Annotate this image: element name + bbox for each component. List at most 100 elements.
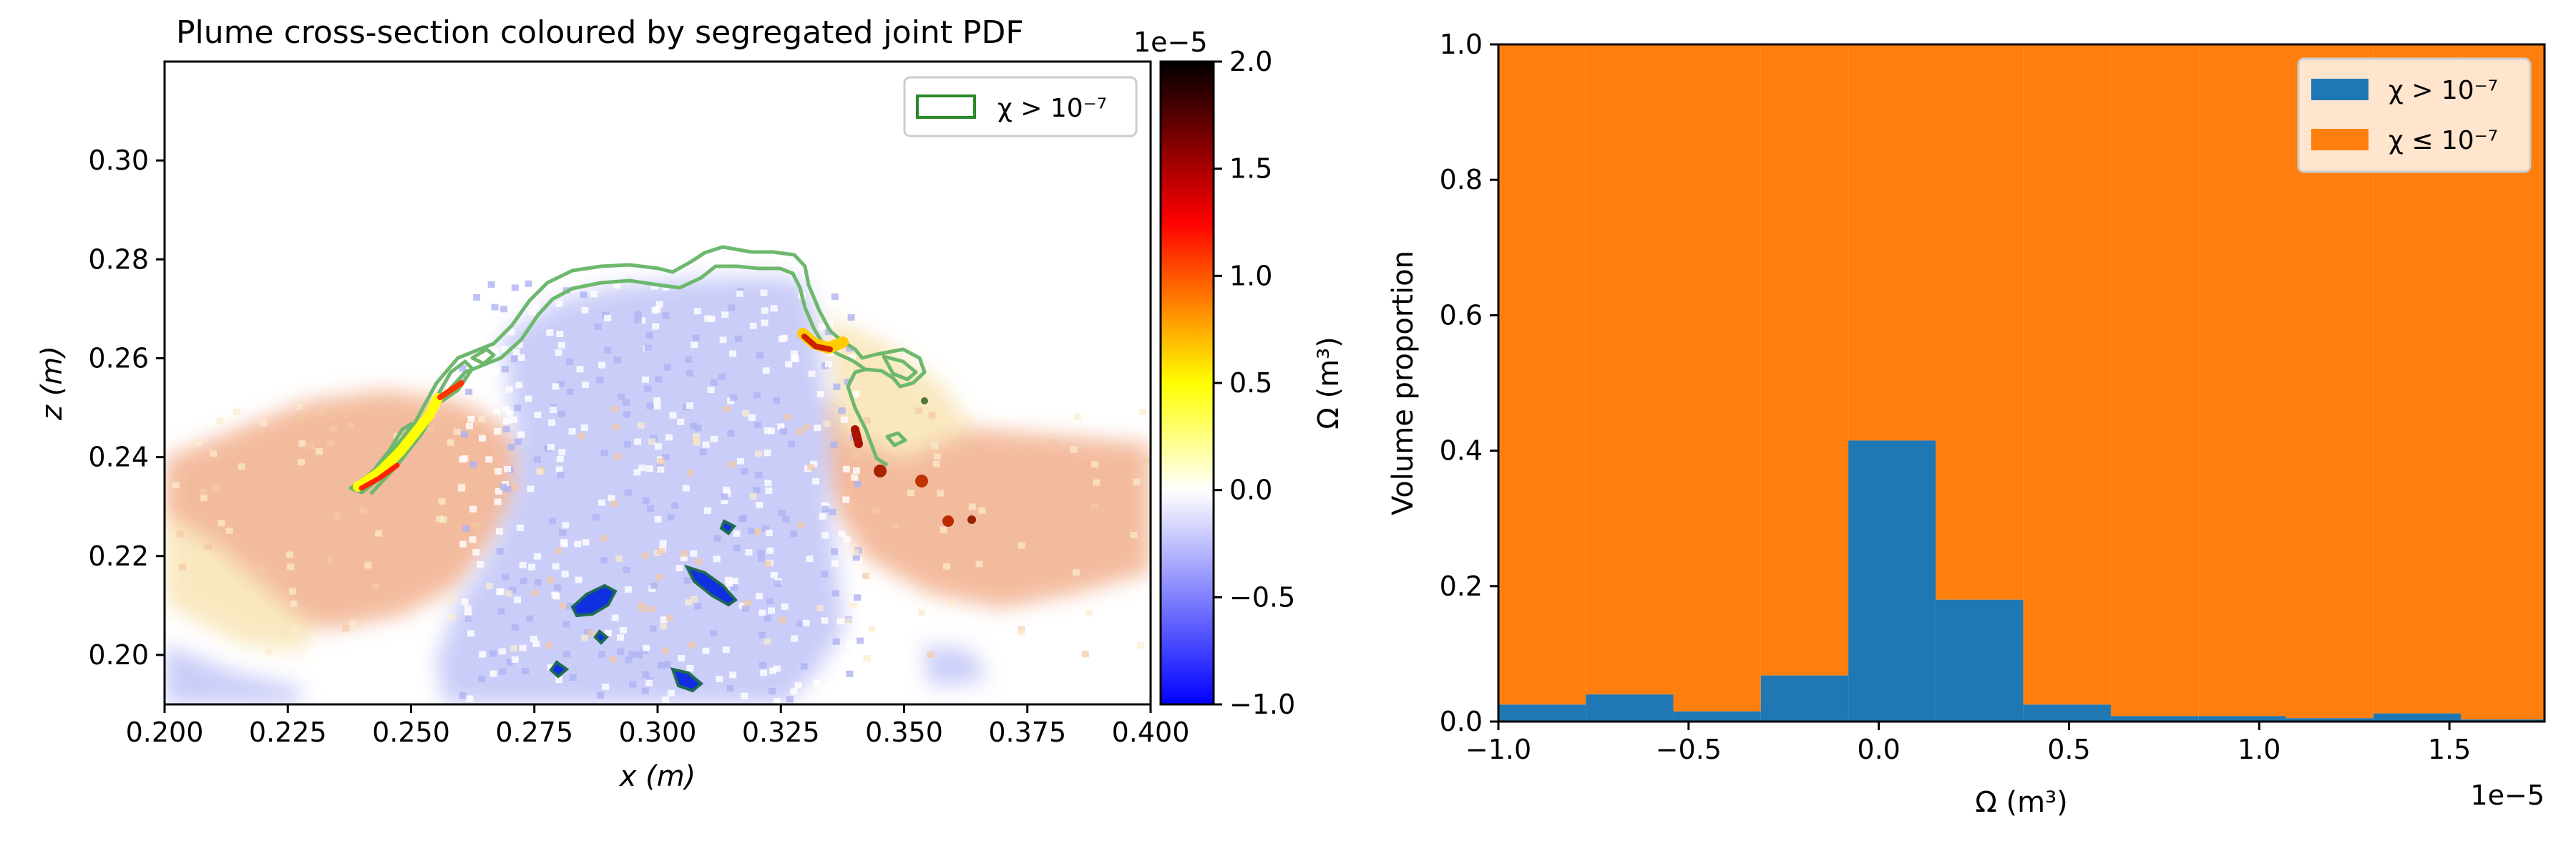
speckle [359,507,367,514]
speckle [773,397,781,404]
speckle [669,412,677,419]
speckle [721,498,728,505]
speckle [645,465,653,472]
x-tick-label: 0.325 [742,717,820,748]
speckle [729,671,737,679]
speckle [680,550,688,557]
contour-outer [356,245,927,487]
speckle [472,523,480,529]
speckle [710,379,718,386]
speckle [733,530,741,537]
speckle [307,442,315,450]
speckle [479,435,486,442]
speckle [691,341,698,349]
speckle [519,561,527,568]
speckle [773,665,781,672]
speckle [730,584,738,591]
speckle [517,524,525,531]
cold-patch-6 [593,629,609,645]
speckle [657,458,665,465]
speckle [548,419,556,426]
speckle [833,383,841,390]
speckle [604,347,612,354]
speckle [653,403,661,410]
speckle [713,535,721,542]
left-legend: χ > 10⁻⁷ [903,76,1138,137]
negative-region [165,276,987,704]
speckle [796,620,804,627]
speckle [808,370,816,377]
speckle [846,656,854,664]
speckle [694,603,702,610]
speckle [349,621,357,627]
speckle [730,394,738,402]
x-tick-label: 0.250 [372,717,450,748]
speckle [611,405,618,412]
speckle [686,665,694,672]
speckle [641,687,649,694]
speckle [172,482,180,489]
speckle [608,495,615,502]
speckle [788,440,796,447]
blue-low-right [923,644,987,687]
speckle [718,373,726,380]
speckle [469,461,477,468]
speckle [790,688,798,695]
speckle [819,323,826,330]
speckle [813,679,821,686]
speckle [781,603,789,610]
speckle [629,681,637,688]
speckle [764,480,772,487]
speckle [794,681,802,689]
speckle [961,415,969,422]
speckle [824,329,832,336]
speckle [651,307,659,314]
hot-core-right [801,334,833,352]
speckle [534,412,542,418]
speckle [555,301,563,308]
speckle [598,499,605,506]
speckle [743,599,751,606]
speckle [615,555,623,562]
speckle [464,615,472,622]
speckle [600,535,608,542]
speckle [710,630,717,637]
speckle [638,602,645,609]
bar-chi-low [2023,44,2111,705]
speckle [492,368,500,375]
speckle [763,450,771,457]
speckle [623,441,631,448]
speckle [1073,569,1080,576]
speckle [492,348,499,355]
speckle [571,279,579,286]
speckle [459,365,467,372]
speckle [554,584,562,591]
speckle [600,557,608,564]
speckle [852,554,860,561]
bar-chi-high [2023,704,2111,722]
hot-dot-2 [915,475,928,487]
speckle [937,490,945,497]
speckle [690,550,698,557]
speckle [477,560,484,568]
speckle [816,391,824,397]
speckle [298,440,306,447]
speckle [753,422,761,429]
speckle [761,525,769,532]
speckle [462,525,470,532]
speckle [852,391,859,398]
right-legend-label-2: χ ≤ 10⁻⁷ [2389,126,2498,155]
speckle [648,606,655,613]
speckle [650,582,658,589]
speckle [713,555,721,563]
y-tick-label: 0.20 [88,639,149,671]
speckle [791,635,799,642]
x-tick-label: 0.300 [619,717,697,748]
speckle [536,468,544,475]
speckle [928,412,936,419]
y-tick-label: 1.0 [1440,29,1483,60]
speckle [548,518,556,525]
y-tick-label: 0.24 [88,442,149,473]
speckle [568,428,576,435]
speckle [695,558,703,566]
